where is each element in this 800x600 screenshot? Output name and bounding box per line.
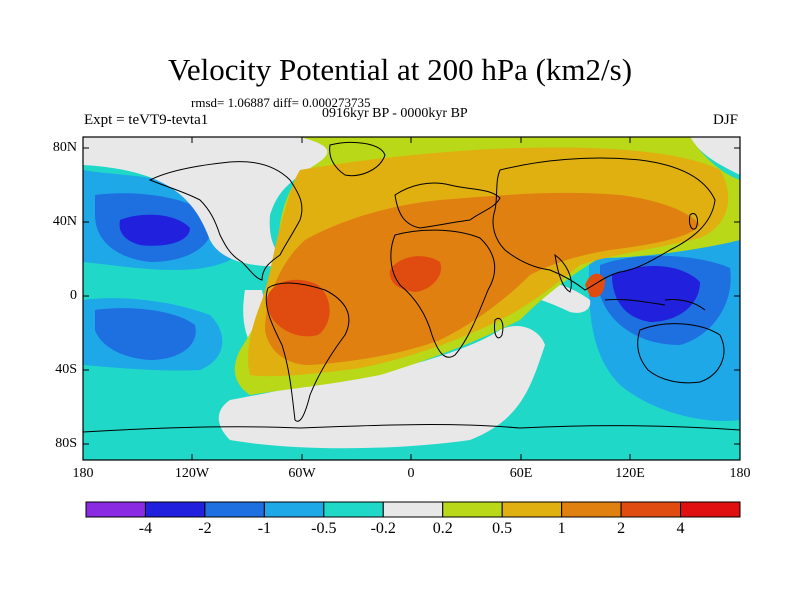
colorbar-box-2 (204, 501, 265, 518)
coast-antarctica (83, 424, 740, 433)
colorbar-box-7 (501, 501, 563, 518)
colorbar-box-0 (85, 501, 146, 518)
coast-japan (689, 213, 698, 230)
colorbar-box-3 (263, 501, 325, 518)
colorbar-box-10 (680, 501, 741, 518)
coast-india (554, 253, 572, 293)
coast-north-america (148, 161, 303, 281)
colorbar-label-9: 4 (676, 520, 685, 537)
colorbar-box-5 (382, 501, 444, 518)
lat-label-80n: 80N (52, 140, 77, 155)
field-neg-max-npac (119, 214, 190, 246)
lon-label-0: 0 (407, 466, 415, 481)
field-neutral-npole (690, 137, 740, 175)
map-field (83, 137, 740, 460)
season-label: DJF (713, 112, 739, 128)
field-neutral-south-atl (218, 325, 545, 449)
field-neg-max-indo (612, 265, 700, 322)
lon-label-180w: 180 (72, 466, 94, 481)
coast-africa (390, 229, 496, 358)
lon-label-120w: 120W (174, 466, 210, 481)
colorbar-label-0: -4 (138, 520, 153, 537)
coast-indonesia (604, 299, 666, 306)
colorbar-label-7: 1 (557, 520, 566, 537)
colorbar-label-3: -0.5 (311, 520, 337, 537)
stats-line: rmsd= 1.06887 diff= 0.000273735 (191, 95, 371, 110)
coastlines (83, 141, 740, 433)
coast-madagascar (494, 317, 504, 339)
coast-australia (637, 323, 725, 384)
field-pos-max-india (585, 273, 605, 298)
plot-title: Velocity Potential at 200 hPa (km2/s) (167, 52, 633, 87)
colorbar-box-8 (561, 501, 622, 518)
lon-label-60e: 60E (509, 466, 533, 481)
colorbar (85, 501, 741, 518)
colorbar-box-4 (323, 501, 384, 518)
map-ticks (82, 137, 741, 460)
lat-label-40s: 40S (55, 362, 77, 377)
colorbar-box-9 (620, 501, 682, 518)
colorbar-label-2: -1 (257, 520, 272, 537)
field-pos-max-amazon (266, 279, 330, 337)
lon-label-180e: 180 (729, 466, 751, 481)
field-neutral-arctic (83, 137, 410, 267)
field-pos-strong (265, 192, 700, 365)
colorbar-label-6: 0.5 (492, 520, 513, 537)
coast-south-america (265, 282, 350, 422)
colorbar-box-1 (144, 501, 206, 518)
lon-label-60w: 60W (288, 466, 316, 481)
lon-label-120e: 120E (615, 466, 645, 481)
coast-europe (394, 182, 501, 229)
lat-label-80s: 80S (55, 436, 77, 451)
colorbar-label-5: 0.2 (432, 520, 453, 537)
field-pos-max-africa (389, 256, 442, 292)
colorbar-label-4: -0.2 (370, 520, 396, 537)
coast-new-guinea (664, 299, 706, 311)
colorbar-box-6 (442, 501, 503, 518)
coast-greenland (329, 141, 386, 177)
experiment-label: Expt = teVT9-tevta1 (84, 112, 209, 128)
lat-label-0: 0 (70, 288, 77, 303)
lat-label-40n: 40N (52, 214, 77, 229)
field-neg-strong-spac (95, 308, 196, 360)
colorbar-label-1: -2 (198, 520, 212, 537)
colorbar-label-8: 2 (617, 520, 626, 537)
period-line: 0916kyr BP - 0000kyr BP (322, 106, 468, 121)
coast-asia (492, 157, 716, 291)
